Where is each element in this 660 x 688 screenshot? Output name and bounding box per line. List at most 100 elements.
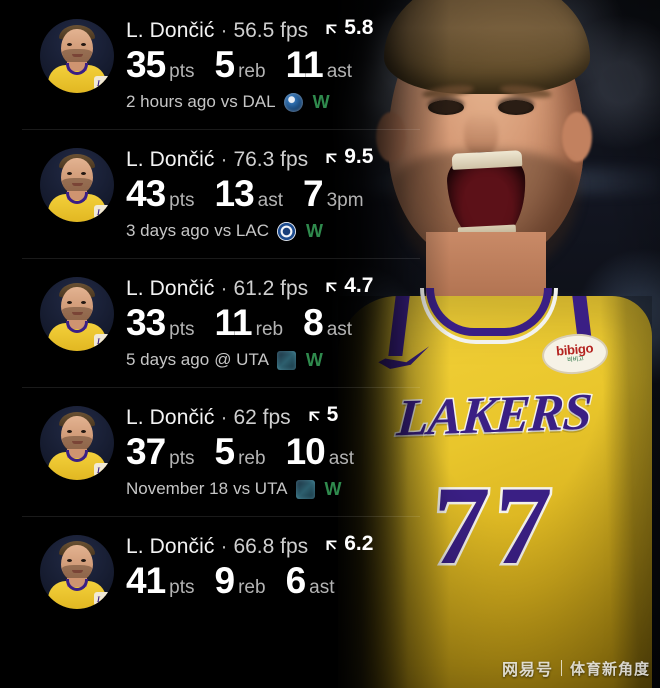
trend-down-arrow-icon — [324, 20, 344, 37]
avatar[interactable]: LA — [40, 277, 114, 351]
player-line: L. Dončić · 62 fps 5 — [126, 403, 354, 430]
lakers-logo-icon: LA — [94, 205, 110, 219]
lakers-logo-icon: LA — [94, 592, 110, 606]
game-info: L. Dončić · 76.3 fps 9.5 43 pts 13 ast 7 3pm 3 day… — [126, 143, 373, 242]
result-badge: W — [305, 220, 324, 241]
trend-value: 9.5 — [344, 145, 374, 168]
trend-indicator: 4.7 — [324, 274, 373, 298]
stat-value: 5 — [214, 44, 236, 85]
stat-value: 13 — [214, 173, 255, 214]
stat-line: 41 pts 9 reb 6 ast — [126, 560, 373, 601]
stat-line: 43 pts 13 ast 7 3pm — [126, 173, 373, 214]
trend-indicator: 5 — [307, 403, 339, 427]
result-badge: W — [305, 349, 324, 370]
stat-group: 35 pts — [126, 45, 195, 85]
game-date: 3 days ago — [126, 221, 210, 241]
fps-value: 61.2 fps — [233, 276, 309, 300]
trend-down-arrow-icon — [324, 278, 344, 295]
player-eye-left — [428, 100, 464, 115]
stat-label: ast — [326, 319, 353, 340]
sponsor-subtext: 비비고 — [566, 355, 585, 364]
avatar-mouth — [72, 570, 83, 573]
stat-group: 9 reb — [214, 560, 266, 601]
stat-group: 13 ast — [214, 173, 284, 214]
stat-value: 33 — [126, 302, 166, 343]
stat-group: 5 reb — [214, 44, 266, 85]
result-badge: W — [312, 91, 330, 112]
stat-label: pts — [169, 190, 195, 211]
avatar-jersey-collar — [66, 579, 88, 591]
game-log-row[interactable]: LA L. Dončić · 61.2 fps 4.7 33 pts 11 reb 8 ast 5 d… — [0, 258, 420, 387]
name-separator: · — [220, 405, 228, 429]
trend-value: 4.7 — [344, 274, 374, 297]
stat-value: 9 — [214, 560, 236, 601]
player-line: L. Dončić · 61.2 fps 4.7 — [126, 274, 373, 301]
trend-value: 6.2 — [344, 532, 374, 555]
stat-group: 41 pts — [126, 560, 195, 601]
stat-value: 41 — [126, 560, 166, 601]
fps-value: 76.3 fps — [233, 147, 309, 171]
stat-value: 6 — [285, 560, 307, 601]
avatar-beard — [62, 49, 92, 66]
trend-down-arrow-icon — [324, 149, 344, 166]
stat-label: pts — [169, 319, 195, 340]
player-name: L. Dončić — [126, 147, 215, 171]
avatar[interactable]: LA — [40, 406, 114, 480]
game-log-row[interactable]: LA L. Dončić · 62 fps 5 37 pts 5 reb 10 ast Novembe… — [0, 387, 420, 516]
avatar-eye-right — [81, 301, 86, 304]
stat-group: 5 reb — [215, 432, 266, 472]
player-name: L. Dončić — [126, 534, 215, 558]
stat-label: ast — [326, 61, 353, 82]
watermark: 网易号 体育新角度 — [502, 656, 650, 680]
avatar-jersey-collar — [66, 321, 88, 333]
avatar-eye-right — [81, 430, 86, 433]
stat-group: 6 ast — [285, 560, 335, 601]
stat-value: 10 — [285, 431, 326, 472]
avatar[interactable]: LA — [40, 19, 114, 93]
stat-label: pts — [169, 61, 195, 82]
name-separator: · — [220, 147, 228, 171]
game-opponent: vs LAC — [214, 221, 269, 241]
player-name: L. Dončić — [126, 18, 215, 42]
avatar-mouth — [72, 441, 83, 444]
avatar[interactable]: LA — [40, 148, 114, 222]
game-opponent: vs DAL — [220, 92, 276, 112]
avatar-eye-left — [67, 43, 72, 46]
game-date: November 18 — [126, 479, 229, 499]
stat-value: 11 — [214, 302, 253, 343]
game-log-row[interactable]: LA L. Dončić · 76.3 fps 9.5 43 pts 13 ast 7 3pm 3 d… — [0, 129, 420, 258]
game-log-list[interactable]: LA L. Dončić · 56.5 fps 5.8 35 pts 5 reb 11 ast 2 h… — [0, 0, 420, 688]
stat-group: 11 reb — [214, 302, 284, 343]
avatar-eye-left — [67, 559, 72, 562]
stat-group: 8 ast — [303, 303, 353, 343]
team-logo-dal-icon — [283, 92, 303, 112]
avatar-beard — [62, 307, 92, 324]
player-line: L. Dončić · 66.8 fps 6.2 — [126, 532, 373, 559]
game-meta: 3 days ago vs LAC W — [126, 221, 373, 242]
stat-value: 43 — [126, 173, 166, 214]
stat-label: reb — [238, 61, 266, 82]
stat-label: pts — [169, 448, 195, 469]
avatar-eye-left — [67, 172, 72, 175]
avatar-jersey-collar — [66, 63, 88, 75]
stat-value: 11 — [285, 44, 324, 85]
lakers-logo-icon: LA — [94, 334, 110, 348]
trend-value: 5 — [326, 403, 339, 426]
stat-group: 7 3pm — [303, 174, 364, 214]
name-separator: · — [220, 18, 228, 42]
fps-value: 66.8 fps — [233, 534, 309, 558]
fps-value: 56.5 fps — [233, 18, 309, 42]
avatar-mouth — [72, 54, 83, 57]
avatar[interactable]: LA — [40, 535, 114, 609]
trend-value: 5.8 — [344, 16, 374, 39]
trend-down-arrow-icon — [307, 407, 327, 424]
game-log-row[interactable]: LA L. Dončić · 66.8 fps 6.2 41 pts 9 reb 6 ast — [0, 516, 420, 645]
player-ear-right — [562, 112, 592, 162]
team-logo-lac-icon — [276, 221, 296, 241]
stat-label: reb — [255, 319, 284, 340]
game-log-row[interactable]: LA L. Dončić · 56.5 fps 5.8 35 pts 5 reb 11 ast 2 h… — [0, 0, 420, 129]
stat-label: ast — [328, 448, 355, 469]
lakers-logo-icon: LA — [94, 463, 110, 477]
avatar-head — [61, 287, 93, 323]
